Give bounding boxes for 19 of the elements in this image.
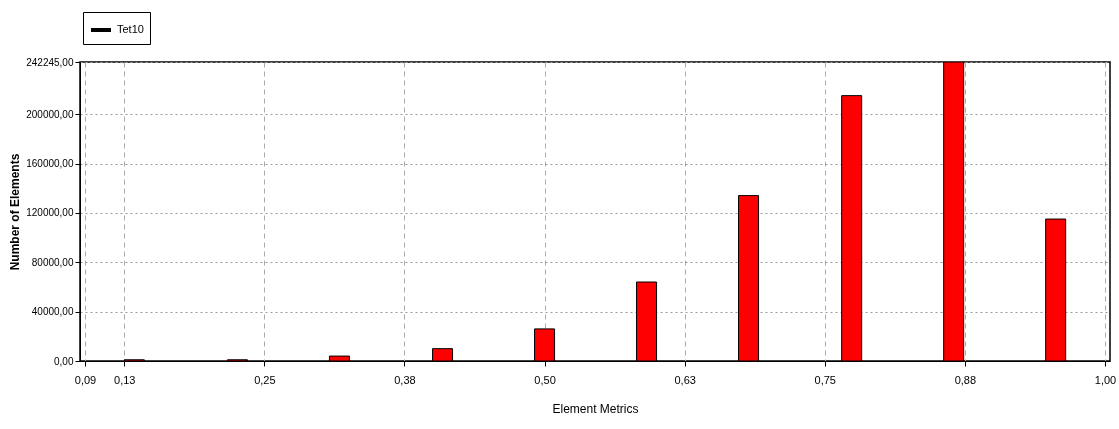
x-tick-label: 1,00: [1094, 373, 1117, 386]
y-tick-label: 242245,00: [26, 56, 74, 68]
x-tick-label: 0,50: [534, 373, 556, 386]
y-tick-label: 200000,00: [26, 108, 74, 120]
x-tick-label: 0,88: [954, 373, 977, 386]
y-tick-label: 160000,00: [26, 158, 74, 170]
y-tick-label: 0,00: [54, 355, 74, 367]
x-tick-label: 0,38: [394, 373, 416, 386]
y-tick-label: 120000,00: [26, 207, 74, 219]
x-tick-label: 0,63: [674, 373, 696, 386]
x-tick-label: 0,13: [114, 373, 136, 386]
x-tick-label: 0,75: [814, 373, 836, 386]
y-tick-label: 40000,00: [31, 306, 74, 318]
y-axis-title: Number of Elements: [8, 153, 23, 271]
legend-label: Tet10: [117, 23, 144, 35]
x-tick-label: 0,25: [254, 373, 276, 386]
x-axis-title: Element Metrics: [552, 401, 639, 416]
y-tick-label: 80000,00: [31, 256, 74, 268]
x-tick-label: 0,09: [74, 373, 97, 386]
